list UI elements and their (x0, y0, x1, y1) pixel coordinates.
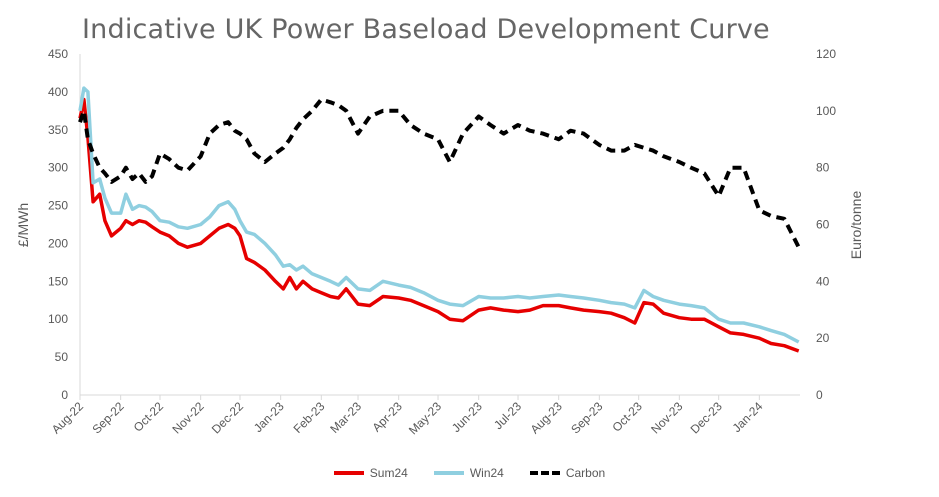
legend: Sum24 Win24 Carbon (0, 466, 939, 480)
y-tick-label-left: 400 (48, 85, 68, 99)
x-tick-label: Sep-22 (90, 399, 127, 436)
legend-item-carbon: Carbon (529, 466, 606, 480)
x-tick-label: Jun-23 (449, 399, 485, 435)
y-tick-label-right: 0 (816, 388, 823, 402)
legend-label-win24: Win24 (469, 466, 504, 480)
y-tick-label-right: 20 (816, 331, 830, 345)
x-tick-label: Nov-23 (648, 399, 685, 436)
x-tick-label: Dec-22 (209, 399, 246, 436)
legend-label-sum24: Sum24 (369, 466, 408, 480)
x-tick-label: Jan-24 (730, 399, 766, 435)
y-tick-label-right: 120 (816, 47, 836, 61)
y-tick-label-right: 60 (816, 218, 830, 232)
legend-swatch-carbon (529, 471, 560, 475)
x-tick-label: May-23 (406, 399, 444, 437)
series-layer (78, 86, 801, 353)
y-tick-label-left: 250 (48, 199, 68, 213)
legend-item-win24: Win24 (433, 466, 504, 480)
x-tick-label: Aug-23 (528, 399, 565, 436)
series-line-carbon (78, 97, 801, 249)
y-tick-label-left: 200 (48, 236, 68, 250)
x-tick-label: Sep-23 (568, 399, 605, 436)
y-tick-label-left: 150 (48, 274, 68, 288)
legend-item-sum24: Sum24 (333, 466, 408, 480)
axes: 0 50 100 150 200 250 300 350 400 450 0 20 40 60 80 100 1… (48, 47, 836, 437)
y-axis-title-left: £/MWh (15, 203, 31, 247)
x-tick-label: Aug-22 (49, 399, 86, 436)
x-tick-label: Mar-23 (327, 399, 364, 436)
x-tick-label: Dec-23 (688, 399, 725, 436)
series-line-sum24 (78, 97, 800, 353)
x-tick-label: Oct-22 (131, 399, 167, 435)
series-line-win24 (78, 86, 800, 344)
y-tick-label-left: 50 (55, 350, 69, 364)
legend-label-carbon: Carbon (565, 466, 606, 480)
x-tick-label: Oct-23 (609, 399, 645, 435)
y-tick-label-left: 450 (48, 47, 68, 61)
chart-title: Indicative UK Power Baseload Development… (82, 14, 770, 45)
x-tick-label: Apr-23 (369, 399, 405, 435)
x-tick-label: Nov-22 (170, 399, 207, 436)
y-tick-label-right: 100 (816, 104, 836, 118)
y-tick-label-left: 300 (48, 161, 68, 175)
x-tick-label: Jul-23 (491, 399, 524, 432)
y-tick-label-left: 0 (61, 388, 68, 402)
x-tick-label: Feb-23 (291, 399, 328, 436)
y-tick-label-left: 350 (48, 123, 68, 137)
y-tick-label-right: 80 (816, 161, 830, 175)
y-axis-title-right: Euro/tonne (848, 191, 864, 260)
y-tick-label-right: 40 (816, 274, 830, 288)
x-tick-label: Jan-23 (251, 399, 287, 435)
legend-swatch-win24 (433, 471, 464, 475)
y-tick-label-left: 100 (48, 312, 68, 326)
legend-swatch-sum24 (333, 471, 364, 475)
